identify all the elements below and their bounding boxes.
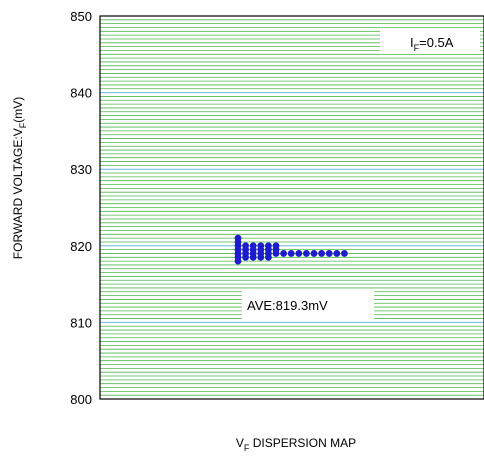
data-point bbox=[242, 242, 250, 250]
y-tick-label: 850 bbox=[70, 9, 92, 24]
y-tick-label: 810 bbox=[70, 315, 92, 330]
data-point bbox=[249, 242, 257, 250]
data-point bbox=[341, 250, 348, 257]
data-point bbox=[272, 242, 280, 250]
grid-lines bbox=[100, 19, 484, 396]
data-point bbox=[287, 250, 295, 257]
data-point bbox=[325, 250, 333, 257]
data-point bbox=[280, 250, 287, 257]
data-point bbox=[303, 250, 310, 257]
data-points bbox=[234, 234, 348, 265]
y-tick-label: 830 bbox=[70, 162, 92, 177]
data-point bbox=[333, 250, 341, 257]
data-point bbox=[265, 242, 272, 250]
data-point bbox=[310, 250, 318, 257]
data-point bbox=[318, 250, 325, 257]
plot-frame bbox=[99, 15, 484, 400]
condition-label: IF=0.5A bbox=[410, 35, 454, 53]
condition-label-box bbox=[380, 28, 480, 54]
y-axis-title: FORWARD VOLTAGE:VF(mV) bbox=[11, 97, 28, 259]
y-tick-labels: 800 810 820 830 840 850 bbox=[70, 9, 92, 407]
data-point bbox=[295, 250, 303, 257]
data-point bbox=[257, 242, 265, 250]
average-label-box bbox=[242, 291, 374, 319]
average-label: AVE:819.3mV bbox=[247, 298, 328, 313]
y-tick-label: 800 bbox=[70, 392, 92, 407]
x-axis-title: VF DISPERSION MAP bbox=[236, 436, 356, 453]
data-point bbox=[234, 234, 242, 242]
y-tick-label: 840 bbox=[70, 86, 92, 101]
y-tick-label: 820 bbox=[70, 239, 92, 254]
